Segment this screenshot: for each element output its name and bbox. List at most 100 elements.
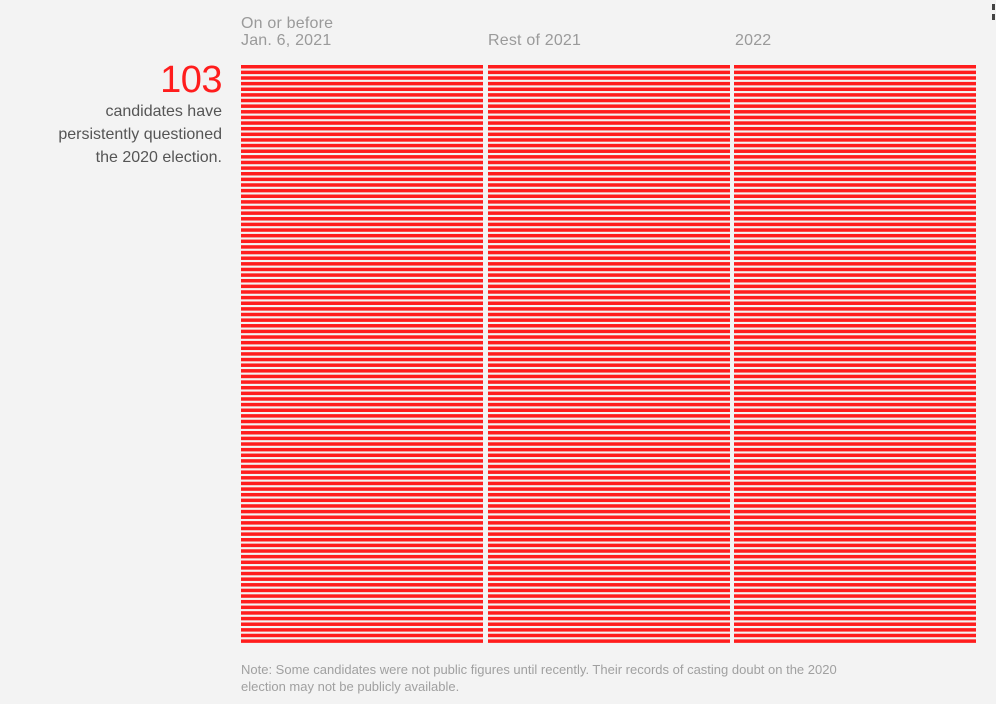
candidate-row-mark bbox=[488, 397, 730, 401]
candidate-row-mark bbox=[241, 290, 483, 294]
candidate-row-mark bbox=[734, 515, 976, 519]
candidate-row-mark bbox=[734, 560, 976, 565]
candidate-row-mark bbox=[734, 425, 976, 429]
candidate-row-mark bbox=[488, 149, 730, 153]
candidate-row-mark bbox=[241, 324, 483, 328]
candidate-row-mark bbox=[241, 177, 483, 182]
candidate-row-mark bbox=[488, 171, 730, 176]
candidate-row-mark bbox=[241, 594, 483, 598]
candidate-row-mark bbox=[241, 93, 483, 97]
candidate-row-mark bbox=[241, 200, 483, 204]
candidate-row-mark bbox=[241, 487, 483, 491]
candidate-row-mark bbox=[734, 498, 976, 503]
candidate-row-mark bbox=[734, 256, 976, 260]
candidate-row-mark bbox=[241, 504, 483, 508]
candidate-row-mark bbox=[488, 273, 730, 277]
candidate-row-mark bbox=[488, 222, 730, 227]
candidate-row-mark bbox=[734, 295, 976, 300]
candidate-row-mark bbox=[241, 357, 483, 362]
candidate-row-mark bbox=[488, 554, 730, 559]
candidate-row-mark bbox=[488, 188, 730, 193]
candidate-row-mark bbox=[241, 464, 483, 469]
candidate-row-mark bbox=[488, 200, 730, 204]
candidate-row-mark bbox=[241, 374, 483, 379]
candidate-row-mark bbox=[734, 324, 976, 328]
candidate-row-mark bbox=[488, 346, 730, 351]
candidate-row-mark bbox=[734, 312, 976, 317]
candidate-row-mark bbox=[241, 459, 483, 463]
candidate-row-mark bbox=[241, 476, 483, 480]
candidate-row-mark bbox=[241, 110, 483, 114]
candidate-row-mark bbox=[488, 622, 730, 626]
candidate-row-mark bbox=[734, 431, 976, 435]
candidate-row-mark bbox=[734, 492, 976, 497]
candidate-row-mark bbox=[734, 566, 976, 570]
candidate-row-mark bbox=[488, 104, 730, 108]
candidate-row-mark bbox=[734, 504, 976, 508]
candidate-row-mark bbox=[734, 611, 976, 615]
candidate-row-mark bbox=[488, 402, 730, 407]
candidate-row-mark bbox=[488, 374, 730, 379]
candidate-row-mark bbox=[488, 76, 730, 80]
candidate-row-mark bbox=[488, 605, 730, 610]
candidate-row-mark bbox=[734, 436, 976, 441]
candidate-row-mark bbox=[241, 515, 483, 519]
candidate-row-mark bbox=[734, 464, 976, 469]
candidate-row-mark bbox=[241, 222, 483, 227]
candidate-row-mark bbox=[734, 459, 976, 463]
candidate-row-mark bbox=[488, 335, 730, 339]
candidate-row-mark bbox=[734, 104, 976, 108]
candidate-row-mark bbox=[241, 115, 483, 120]
candidate-row-mark bbox=[241, 160, 483, 165]
candidate-row-mark bbox=[734, 121, 976, 125]
candidate-row-mark bbox=[241, 554, 483, 559]
candidate-row-mark bbox=[734, 402, 976, 407]
candidate-row-mark bbox=[488, 312, 730, 317]
candidate-row-mark bbox=[241, 521, 483, 525]
candidate-row-mark bbox=[734, 470, 976, 474]
candidate-row-mark bbox=[734, 205, 976, 210]
candidate-row-mark bbox=[488, 70, 730, 75]
candidate-row-mark bbox=[488, 278, 730, 283]
candidate-row-mark bbox=[488, 560, 730, 565]
candidate-row-mark bbox=[241, 267, 483, 272]
candidate-row-mark bbox=[734, 335, 976, 339]
candidate-row-mark bbox=[241, 442, 483, 446]
candidate-row-mark bbox=[488, 284, 730, 289]
candidate-row-mark bbox=[241, 414, 483, 418]
candidate-row-mark bbox=[488, 543, 730, 548]
candidate-row-mark bbox=[488, 431, 730, 435]
candidate-row-mark bbox=[488, 470, 730, 474]
candidate-row-mark bbox=[734, 363, 976, 367]
candidate-row-mark bbox=[488, 566, 730, 570]
candidate-row-mark bbox=[241, 188, 483, 193]
candidate-row-mark bbox=[241, 560, 483, 565]
edge-fragment bbox=[992, 0, 996, 40]
candidate-row-mark bbox=[241, 301, 483, 305]
candidate-row-mark bbox=[734, 200, 976, 204]
footnote-line: Note: Some candidates were not public fi… bbox=[241, 662, 837, 677]
candidate-row-mark bbox=[488, 295, 730, 300]
candidate-row-mark bbox=[488, 81, 730, 86]
candidate-row-mark bbox=[734, 369, 976, 373]
period-column-1 bbox=[488, 65, 730, 643]
candidate-row-mark bbox=[734, 166, 976, 170]
candidate-row-mark bbox=[734, 149, 976, 153]
candidate-row-mark bbox=[734, 605, 976, 610]
candidate-row-mark bbox=[734, 509, 976, 514]
candidate-row-mark bbox=[734, 419, 976, 424]
candidate-row-mark bbox=[734, 397, 976, 401]
candidate-row-mark bbox=[734, 594, 976, 598]
column-header-jan6: On or before Jan. 6, 2021 bbox=[241, 15, 481, 49]
candidate-row-mark bbox=[488, 324, 730, 328]
candidate-row-mark bbox=[241, 239, 483, 244]
candidate-row-mark bbox=[241, 273, 483, 277]
candidate-row-mark bbox=[488, 290, 730, 294]
column-header-line: Jan. 6, 2021 bbox=[241, 32, 332, 49]
candidate-row-mark bbox=[734, 616, 976, 621]
candidate-row-mark bbox=[241, 143, 483, 148]
candidate-row-mark bbox=[488, 521, 730, 525]
candidate-row-mark bbox=[488, 425, 730, 429]
candidate-row-mark bbox=[488, 357, 730, 362]
candidate-row-mark bbox=[241, 549, 483, 553]
